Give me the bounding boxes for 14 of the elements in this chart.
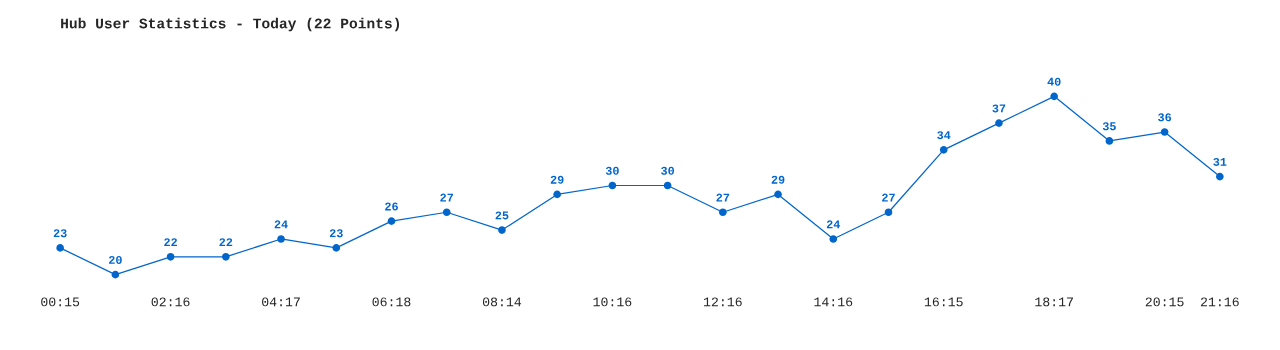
x-tick-label: 14:16	[814, 297, 853, 307]
x-tick-label: 04:17	[262, 297, 300, 307]
x-tick-label: 08:14	[482, 297, 522, 307]
x-tick-label: 02:16	[151, 297, 190, 307]
x-tick-label: 21:16	[1200, 297, 1239, 307]
x-tick-label: 00:15	[41, 297, 80, 307]
x-tick-label: 10:16	[593, 297, 632, 307]
x-tick-label: 06:18	[372, 297, 411, 307]
data-label: 40	[1047, 77, 1061, 86]
x-tick-label: 16:15	[924, 297, 963, 307]
x-tick-label: 18:17	[1035, 297, 1073, 307]
x-tick-label: 12:16	[703, 297, 742, 307]
x-tick-label: 20:15	[1145, 297, 1184, 307]
chart-title: Hub User Statistics - Today (22 Points)	[61, 17, 400, 32]
